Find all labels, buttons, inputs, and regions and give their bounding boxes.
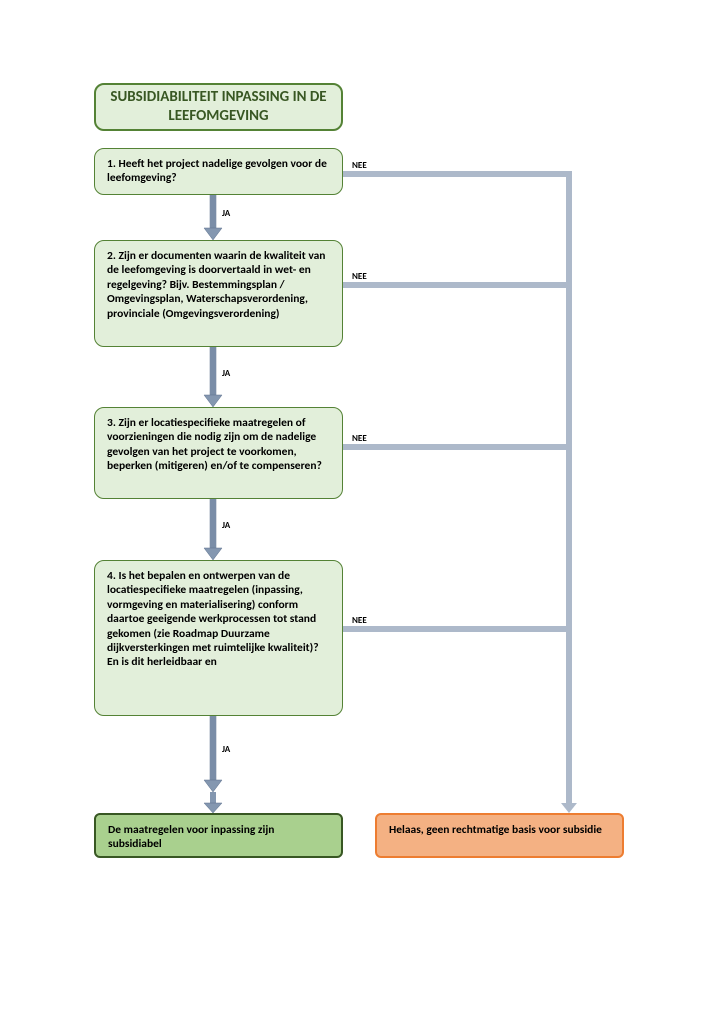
node-success: De maatregelen voor inpassing zijn subsi… bbox=[94, 813, 343, 858]
flowchart-canvas: NEE NEE NEE NEE JA JA JA JA SUBSIDIABILITEIT INP… bbox=[0, 0, 724, 1024]
edge-label-nee: NEE bbox=[352, 271, 367, 282]
edge-label-nee: NEE bbox=[352, 433, 367, 444]
edge-label-nee: NEE bbox=[352, 160, 367, 171]
node-q4: 4. Is het bepalen en ontwerpen van de lo… bbox=[94, 560, 343, 716]
edge-label-ja: JA bbox=[222, 208, 230, 219]
node-fail: Helaas, geen rechtmatige basis voor subs… bbox=[375, 813, 624, 858]
node-title: SUBSIDIABILITEIT INPASSING IN DE LEEFOMG… bbox=[94, 83, 343, 131]
edge-label-nee: NEE bbox=[352, 615, 367, 626]
edge-label-ja: JA bbox=[222, 368, 230, 379]
edge-label-ja: JA bbox=[222, 520, 230, 531]
node-q3: 3. Zijn er locatiespecifieke maatregelen… bbox=[94, 407, 343, 499]
node-q1: 1. Heeft het project nadelige gevolgen v… bbox=[94, 148, 343, 195]
node-q2: 2. Zijn er documenten waarin de kwalitei… bbox=[94, 240, 343, 347]
edge-label-ja: JA bbox=[222, 744, 230, 755]
